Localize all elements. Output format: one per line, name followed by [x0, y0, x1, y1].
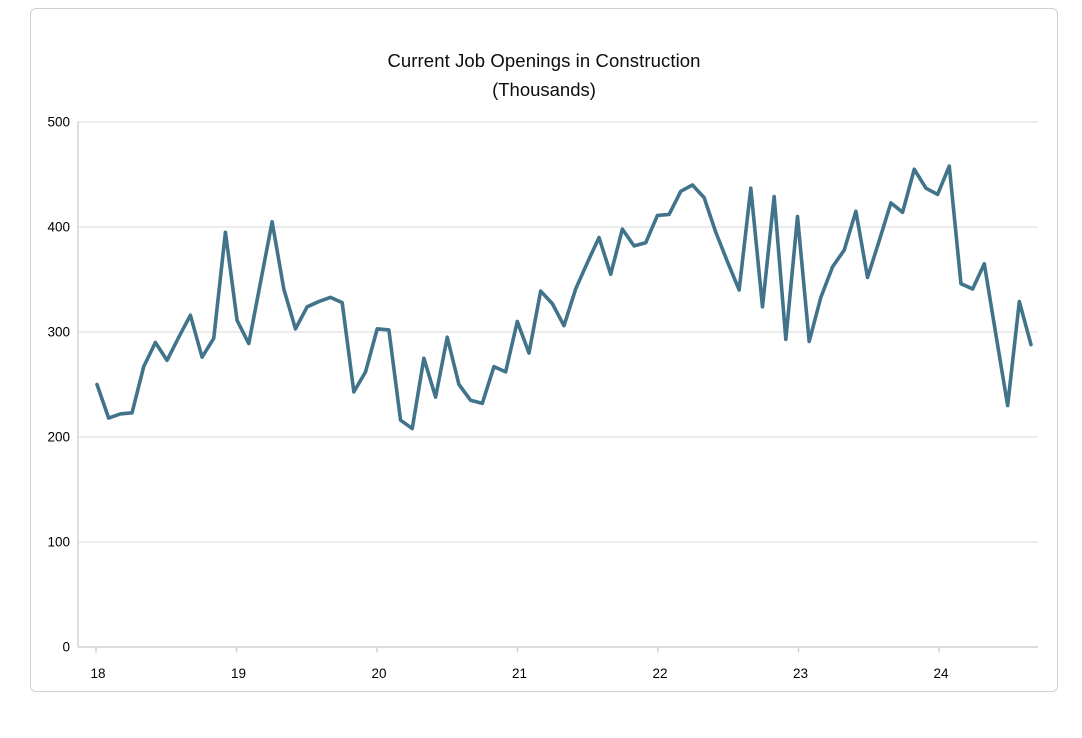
x-axis-tick-label: 23 [793, 666, 808, 681]
x-axis-tick-label: 18 [90, 666, 105, 681]
x-axis-tick-label: 19 [231, 666, 246, 681]
x-axis-tick-label: 20 [371, 666, 386, 681]
y-axis-tick-label: 100 [47, 535, 70, 550]
series-line-job-openings [95, 164, 1033, 431]
y-axis-tick-label: 300 [47, 325, 70, 340]
y-axis-tick-label: 0 [62, 640, 70, 655]
y-axis-tick-label: 400 [47, 220, 70, 235]
x-axis-tick-label: 21 [512, 666, 527, 681]
x-axis-tick-label: 24 [933, 666, 949, 681]
chart-subtitle: (Thousands) [492, 79, 596, 100]
chart-title: Current Job Openings in Construction [387, 50, 701, 71]
x-axis-tick-label: 22 [652, 666, 667, 681]
y-axis-tick-label: 500 [47, 115, 70, 130]
y-axis-tick-label: 200 [47, 430, 70, 445]
